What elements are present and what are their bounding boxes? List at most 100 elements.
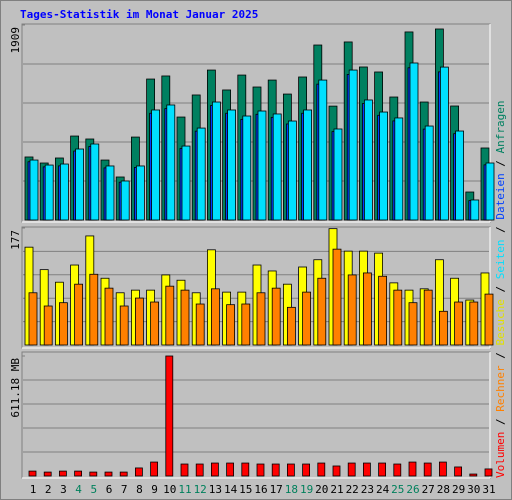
bar [286,463,295,477]
bar [151,109,161,221]
legend-entry: Anfragen [494,100,507,153]
bar [455,130,465,221]
bar [271,463,280,477]
chart-title: Tages-Statistik im Monat Januar 2025 [20,8,258,21]
bar [271,287,281,346]
bar [393,289,403,346]
bar [424,125,434,221]
x-tick-label: 10 [163,483,176,496]
legend-entry: Besuche [494,299,507,345]
x-tick-label: 24 [376,483,390,496]
bar [485,162,495,221]
bar [302,291,312,346]
bar [43,471,52,477]
x-tick-label: 8 [136,483,143,496]
bar [210,288,220,346]
bar [89,471,98,477]
bar [196,127,206,221]
x-tick-label: 6 [106,483,113,496]
x-tick-label: 12 [194,483,207,496]
bar [241,462,250,477]
bar [226,304,236,346]
bar [242,115,252,221]
bar [104,471,113,477]
x-tick-label: 19 [300,483,313,496]
x-tick-label: 29 [452,483,465,496]
legend-entry: Rechner [494,365,507,412]
bar [104,287,114,346]
bar [89,273,99,346]
bar [90,143,100,221]
bar [195,303,205,346]
y-tick-label: 177 [9,230,22,250]
bar [119,305,129,346]
x-tick-label: 16 [254,483,267,496]
bar [150,461,159,477]
bar [211,101,221,221]
bar [378,462,387,477]
x-tick-label: 30 [467,483,480,496]
bar [75,148,84,221]
bar [454,466,463,477]
x-tick-label: 23 [361,483,374,496]
bar [454,301,464,346]
bar [394,117,404,221]
bar [135,165,145,221]
bar [332,248,342,346]
bar [363,99,373,221]
bar [393,463,402,477]
bar [256,292,266,346]
x-tick-label: 14 [224,483,238,496]
bar [470,199,480,221]
x-tick-label: 7 [121,483,128,496]
bar [44,164,54,221]
bar [348,69,358,221]
bar [134,297,144,346]
bar [362,462,371,477]
bar [165,355,174,477]
x-tick-label: 26 [406,483,419,496]
bar [317,277,327,346]
y-tick-label: 1909 [9,27,22,54]
x-tick-label: 3 [60,483,67,496]
legend-entry: Volumen [494,432,507,478]
bar [181,145,191,221]
bar [332,465,341,477]
bar [408,302,418,346]
bar [423,462,432,477]
bar [226,462,235,477]
legend-separator: / [494,346,507,366]
bar [134,467,143,477]
x-tick-label: 31 [482,483,495,496]
x-tick-label: 27 [422,483,435,496]
x-tick-label: 25 [391,483,404,496]
x-tick-label: 15 [239,483,252,496]
legend-separator: / [494,153,507,173]
y-tick-label: 611.18 MB [9,358,22,418]
x-tick-label: 18 [285,483,298,496]
bar [105,165,115,221]
bar [28,470,37,477]
bar [484,468,493,477]
bar [347,274,357,346]
bar [286,306,296,346]
bar [165,285,175,346]
x-tick-label: 21 [330,483,343,496]
x-tick-label: 9 [151,483,158,496]
legend-entry: Dateien [494,173,507,219]
panel [21,351,491,479]
bar [272,113,282,221]
legend-separator: / [494,279,507,299]
bar [166,104,176,221]
bar [484,293,494,346]
legend-separator: / [494,220,507,240]
bar [347,462,356,477]
x-tick-label: 4 [75,483,82,496]
bar [180,289,190,346]
x-tick-label: 1 [30,483,37,496]
bar [408,461,417,477]
bar [379,111,389,221]
bar [302,463,311,477]
bar [120,180,130,221]
x-tick-label: 11 [178,483,191,496]
